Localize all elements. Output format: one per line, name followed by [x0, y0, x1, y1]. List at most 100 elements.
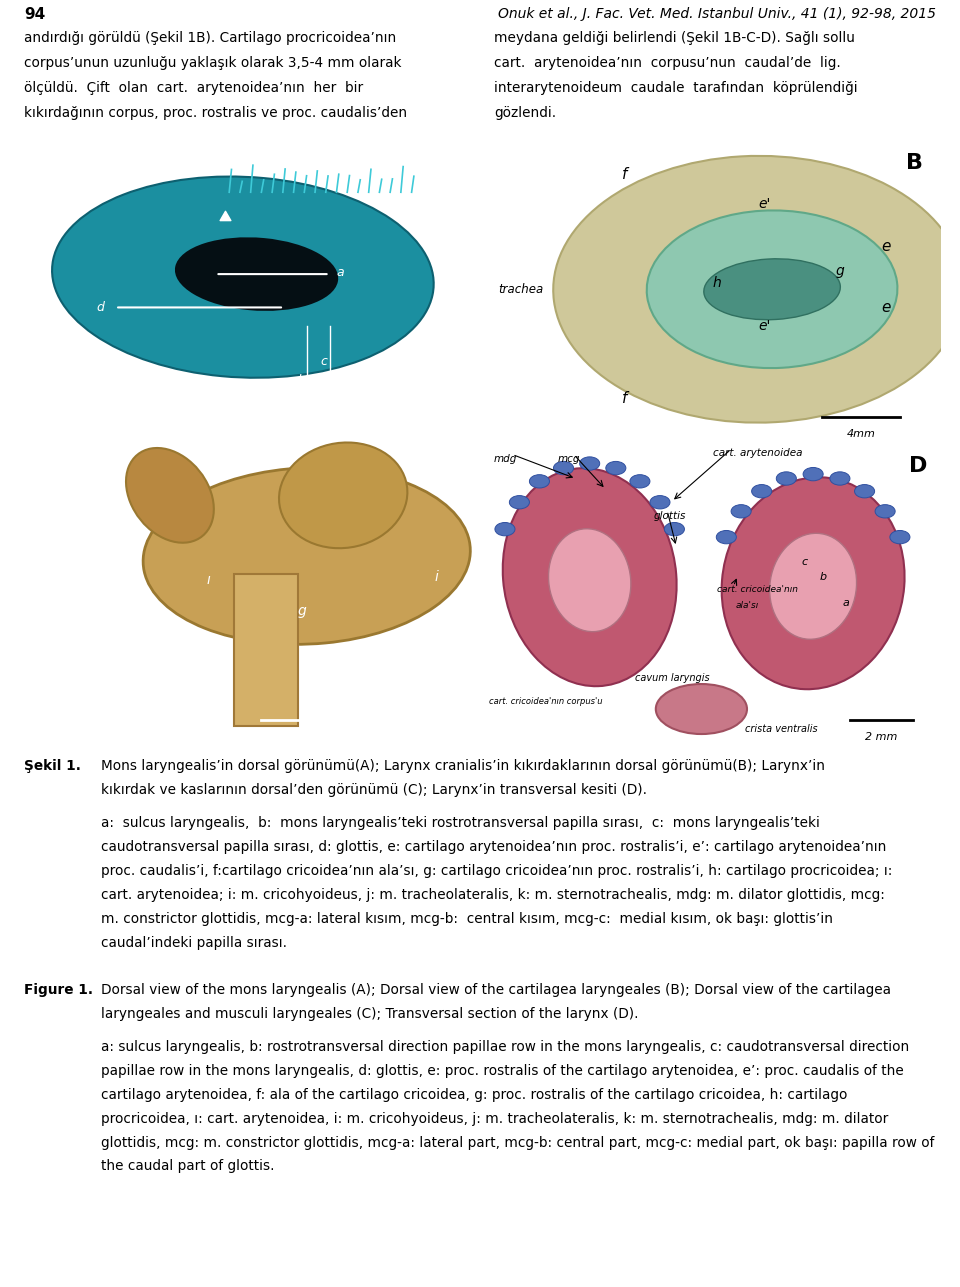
Text: caudal’indeki papilla sırası.: caudal’indeki papilla sırası. [101, 936, 287, 950]
Text: crista ventralis: crista ventralis [745, 725, 817, 734]
Text: 4 mm: 4 mm [293, 732, 325, 741]
Text: Onuk et al., J. Fac. Vet. Med. Istanbul Univ., 41 (1), 92-98, 2015: Onuk et al., J. Fac. Vet. Med. Istanbul … [498, 6, 936, 21]
Ellipse shape [770, 533, 856, 640]
Text: trachea: trachea [498, 283, 543, 296]
Circle shape [804, 467, 823, 481]
Text: C: C [42, 456, 59, 476]
Text: trachea: trachea [33, 586, 79, 598]
Text: cart.  arytenoidea’nın  corpusu’nun  caudal’de  lig.: cart. arytenoidea’nın corpusu’nun caudal… [494, 55, 841, 69]
Text: e': e' [758, 319, 771, 332]
Text: cavum laryngis: cavum laryngis [636, 673, 709, 682]
Ellipse shape [722, 477, 904, 690]
Text: 94: 94 [24, 6, 45, 22]
Text: laryngeales and musculi laryngeales (C); Transversal section of the larynx (D).: laryngeales and musculi laryngeales (C);… [101, 1006, 638, 1021]
Text: A: A [42, 153, 60, 172]
Text: cart. cricoidea'nın corpus'u: cart. cricoidea'nın corpus'u [490, 696, 603, 705]
Text: h: h [712, 277, 722, 290]
Circle shape [630, 475, 650, 488]
Text: ala'sı: ala'sı [735, 601, 758, 610]
Text: a: sulcus laryngealis, b: rostrotransversal direction papillae row in the mons l: a: sulcus laryngealis, b: rostrotransver… [101, 1040, 909, 1054]
Text: f: f [622, 166, 627, 181]
Ellipse shape [656, 683, 747, 734]
Text: b: b [298, 373, 305, 386]
Text: caudotransversal papilla sırası, d: glottis, e: cartilago arytenoidea’nın proc. : caudotransversal papilla sırası, d: glot… [101, 840, 886, 855]
Ellipse shape [52, 176, 434, 378]
Circle shape [554, 462, 573, 475]
Text: andırdığı görüldü (Şekil 1B). Cartilago procricoidea’nın: andırdığı görüldü (Şekil 1B). Cartilago … [24, 31, 396, 45]
Circle shape [650, 495, 670, 508]
Text: Dorsal view of the mons laryngealis (A); Dorsal view of the cartilagea laryngeal: Dorsal view of the mons laryngealis (A);… [101, 983, 891, 997]
Text: procricoidea, ı: cart. arytenoidea, i: m. cricohyoideus, j: m. tracheolateralis,: procricoidea, ı: cart. arytenoidea, i: m… [101, 1112, 888, 1126]
Text: meydana geldiği belirlendi (Şekil 1B-C-D). Sağlı sollu: meydana geldiği belirlendi (Şekil 1B-C-D… [494, 31, 855, 45]
Text: k: k [42, 695, 50, 708]
Text: g: g [298, 604, 306, 618]
Text: mcg: mcg [558, 454, 580, 465]
Circle shape [529, 475, 549, 488]
Circle shape [829, 472, 850, 485]
Text: Figure 1.: Figure 1. [24, 983, 93, 997]
Circle shape [732, 505, 751, 517]
Text: c: c [802, 557, 808, 568]
Text: interarytenoideum  caudale  tarafından  köprülendiği: interarytenoideum caudale tarafından köp… [494, 81, 858, 95]
Ellipse shape [704, 259, 840, 319]
Ellipse shape [647, 210, 898, 368]
Text: ölçüldü.  Çift  olan  cart.  arytenoidea’nın  her  bir: ölçüldü. Çift olan cart. arytenoidea’nın… [24, 81, 363, 95]
Text: gözlendi.: gözlendi. [494, 107, 557, 120]
Text: cart. arytenoidea; i: m. cricohyoideus, j: m. tracheolateralis, k: m. sternotrac: cart. arytenoidea; i: m. cricohyoideus, … [101, 888, 885, 902]
Text: the caudal part of glottis.: the caudal part of glottis. [101, 1160, 275, 1174]
Text: j: j [52, 664, 56, 678]
Circle shape [664, 523, 684, 535]
Text: papillae row in the mons laryngealis, d: glottis, e: proc. rostralis of the cart: papillae row in the mons laryngealis, d:… [101, 1064, 903, 1079]
Text: glottidis, mcg: m. constrictor glottidis, mcg-a: lateral part, mcg-b: central pa: glottidis, mcg: m. constrictor glottidis… [101, 1135, 934, 1149]
Text: a: a [843, 598, 850, 607]
Text: mdg: mdg [493, 454, 517, 465]
Point [217, 206, 232, 227]
Text: cart. cricoidea'nın: cart. cricoidea'nın [717, 584, 799, 593]
Text: 2 mm: 2 mm [865, 732, 898, 741]
Circle shape [876, 505, 895, 517]
Text: ı: ı [206, 573, 210, 587]
Circle shape [580, 457, 600, 470]
Text: cartilago arytenoidea, f: ala of the cartilago cricoidea, g: proc. rostralis of : cartilago arytenoidea, f: ala of the car… [101, 1088, 847, 1102]
Text: 4mm: 4mm [847, 429, 876, 439]
Ellipse shape [279, 443, 407, 548]
Ellipse shape [175, 237, 338, 311]
Text: i: i [434, 570, 439, 584]
Text: Şekil 1.: Şekil 1. [24, 759, 81, 773]
Circle shape [495, 523, 515, 535]
Text: e: e [881, 300, 891, 315]
Circle shape [854, 485, 875, 498]
Text: e: e [881, 239, 891, 255]
Text: cart. arytenoidea: cart. arytenoidea [712, 448, 803, 458]
Text: c: c [321, 355, 327, 368]
Ellipse shape [548, 529, 631, 632]
Text: Mons laryngealis’in dorsal görünümü(A); Larynx cranialis’in kıkırdaklarının dors: Mons laryngealis’in dorsal görünümü(A); … [101, 759, 825, 773]
Text: corpus’unun uzunluğu yaklaşık olarak 3,5-4 mm olarak: corpus’unun uzunluğu yaklaşık olarak 3,5… [24, 55, 401, 69]
Text: D: D [909, 456, 927, 476]
Text: m. constrictor glottidis, mcg-a: lateral kısım, mcg-b:  central kısım, mcg-c:  m: m. constrictor glottidis, mcg-a: lateral… [101, 911, 832, 925]
Text: kıkırdak ve kaslarının dorsal’den görünümü (C); Larynx’in transversal kesiti (D): kıkırdak ve kaslarının dorsal’den görünü… [101, 782, 647, 797]
Text: g: g [836, 264, 845, 278]
Text: e': e' [758, 197, 771, 211]
Text: d: d [96, 301, 104, 314]
Text: B: B [905, 153, 923, 172]
Circle shape [890, 530, 910, 544]
Circle shape [606, 462, 626, 475]
Text: proc. caudalis’i, f:cartilago cricoidea’nın ala’sı, g: cartilago cricoidea’nın p: proc. caudalis’i, f:cartilago cricoidea’… [101, 864, 892, 878]
Circle shape [510, 495, 529, 508]
Ellipse shape [126, 448, 214, 543]
Ellipse shape [553, 156, 960, 422]
Ellipse shape [503, 468, 677, 686]
Text: 1 cm: 1 cm [298, 425, 325, 434]
Text: a:  sulcus laryngealis,  b:  mons laryngealis’teki rostrotransversal papilla sır: a: sulcus laryngealis, b: mons laryngeal… [101, 816, 820, 830]
Text: kıkırdağının corpus, proc. rostralis ve proc. caudalis’den: kıkırdağının corpus, proc. rostralis ve … [24, 107, 407, 120]
Text: b: b [820, 573, 828, 582]
Circle shape [752, 485, 772, 498]
Ellipse shape [143, 467, 470, 645]
Circle shape [777, 472, 797, 485]
Text: a: a [336, 266, 344, 279]
Circle shape [716, 530, 736, 544]
Text: f: f [622, 391, 627, 405]
Text: glottis: glottis [654, 511, 685, 520]
Bar [234, 574, 298, 726]
